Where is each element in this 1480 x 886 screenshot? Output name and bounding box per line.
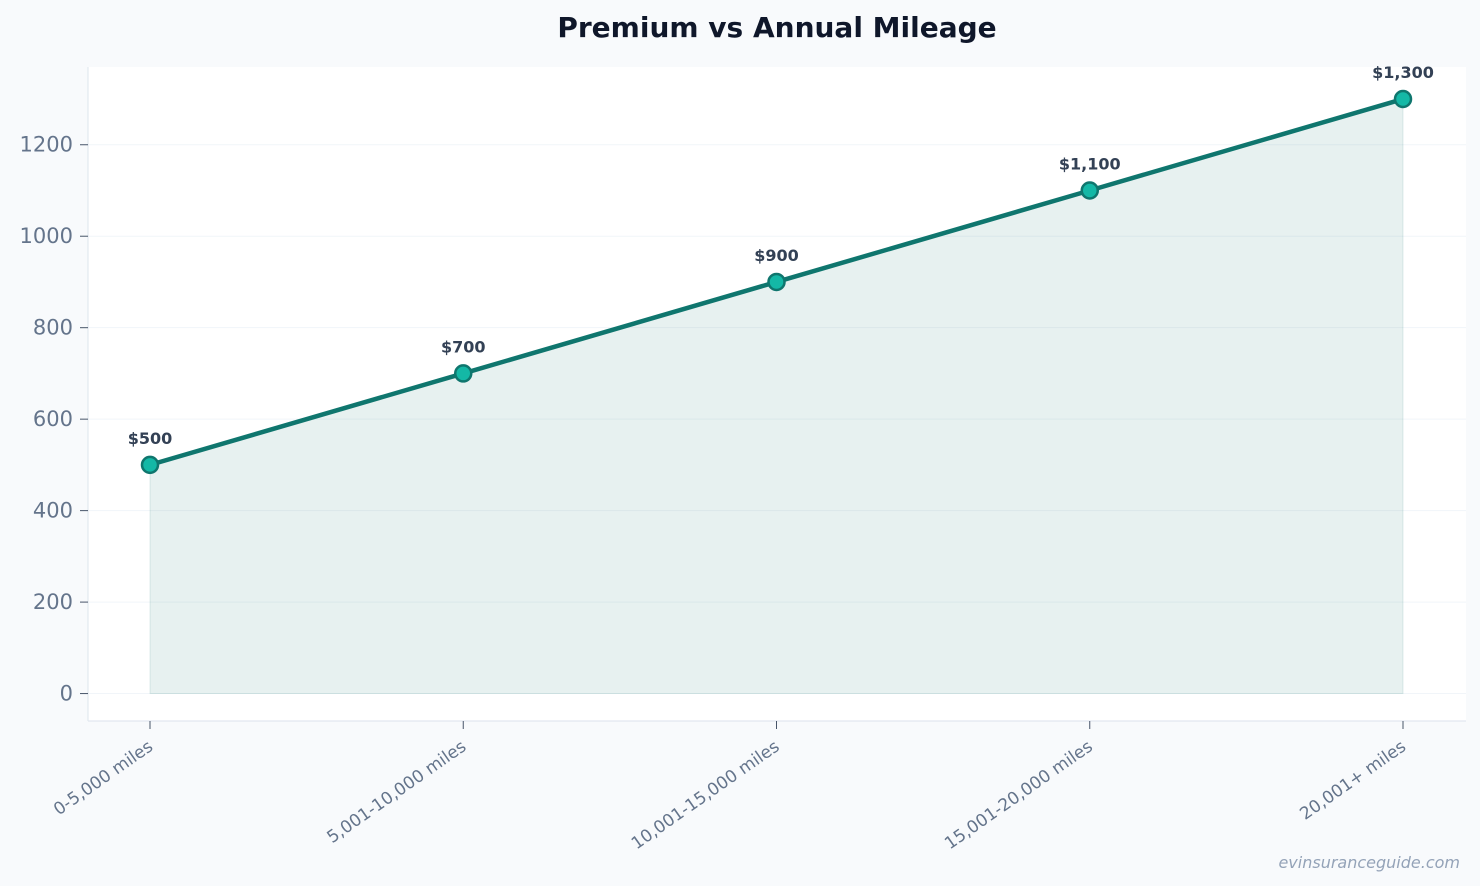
data-label: $1,100 [1059,154,1121,173]
chart-title: Premium vs Annual Mileage [557,11,996,44]
data-point [140,455,160,475]
plot-area [88,67,1466,721]
y-tick-label: 600 [33,407,73,431]
y-tick-label: 400 [33,499,73,523]
data-points [140,89,1413,475]
y-tick-label: 200 [33,590,73,614]
data-point [767,272,786,292]
data-point [1080,181,1099,200]
data-point [1393,89,1413,109]
data-labels: $500 $700 $900 $1,100 $1,300 [128,63,1434,448]
data-point [454,364,473,383]
gridlines [88,144,1466,695]
y-tick-label: 0 [60,682,73,706]
y-tick-label: 800 [33,316,73,340]
data-label: $500 [128,429,173,448]
y-axis-ticks: 0 200 400 600 800 1000 1200 [20,133,88,706]
data-label: $700 [441,337,486,356]
y-tick-label: 1200 [20,133,73,157]
data-label: $1,300 [1372,63,1434,82]
data-label: $900 [754,246,799,265]
watermark: evinsuranceguide.com [1278,853,1460,872]
y-tick-label: 1000 [20,224,73,248]
